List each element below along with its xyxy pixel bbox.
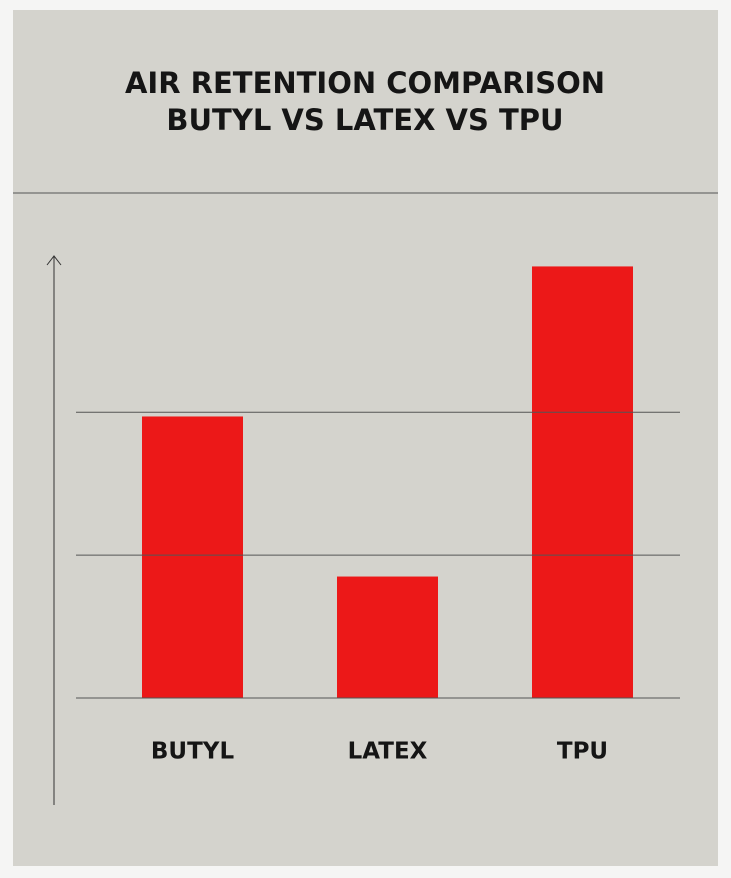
- y-axis-arrow: [46, 255, 62, 266]
- x-tick-label: BUTYL: [151, 739, 235, 765]
- x-tick-label: TPU: [557, 739, 608, 765]
- bar: [142, 416, 243, 698]
- bar: [532, 266, 633, 698]
- chart-title: AIR RETENTION COMPARISON: [125, 66, 605, 100]
- bar: [337, 576, 438, 698]
- chart-subtitle: BUTYL VS LATEX VS TPU: [166, 103, 563, 137]
- x-tick-label: LATEX: [348, 739, 428, 765]
